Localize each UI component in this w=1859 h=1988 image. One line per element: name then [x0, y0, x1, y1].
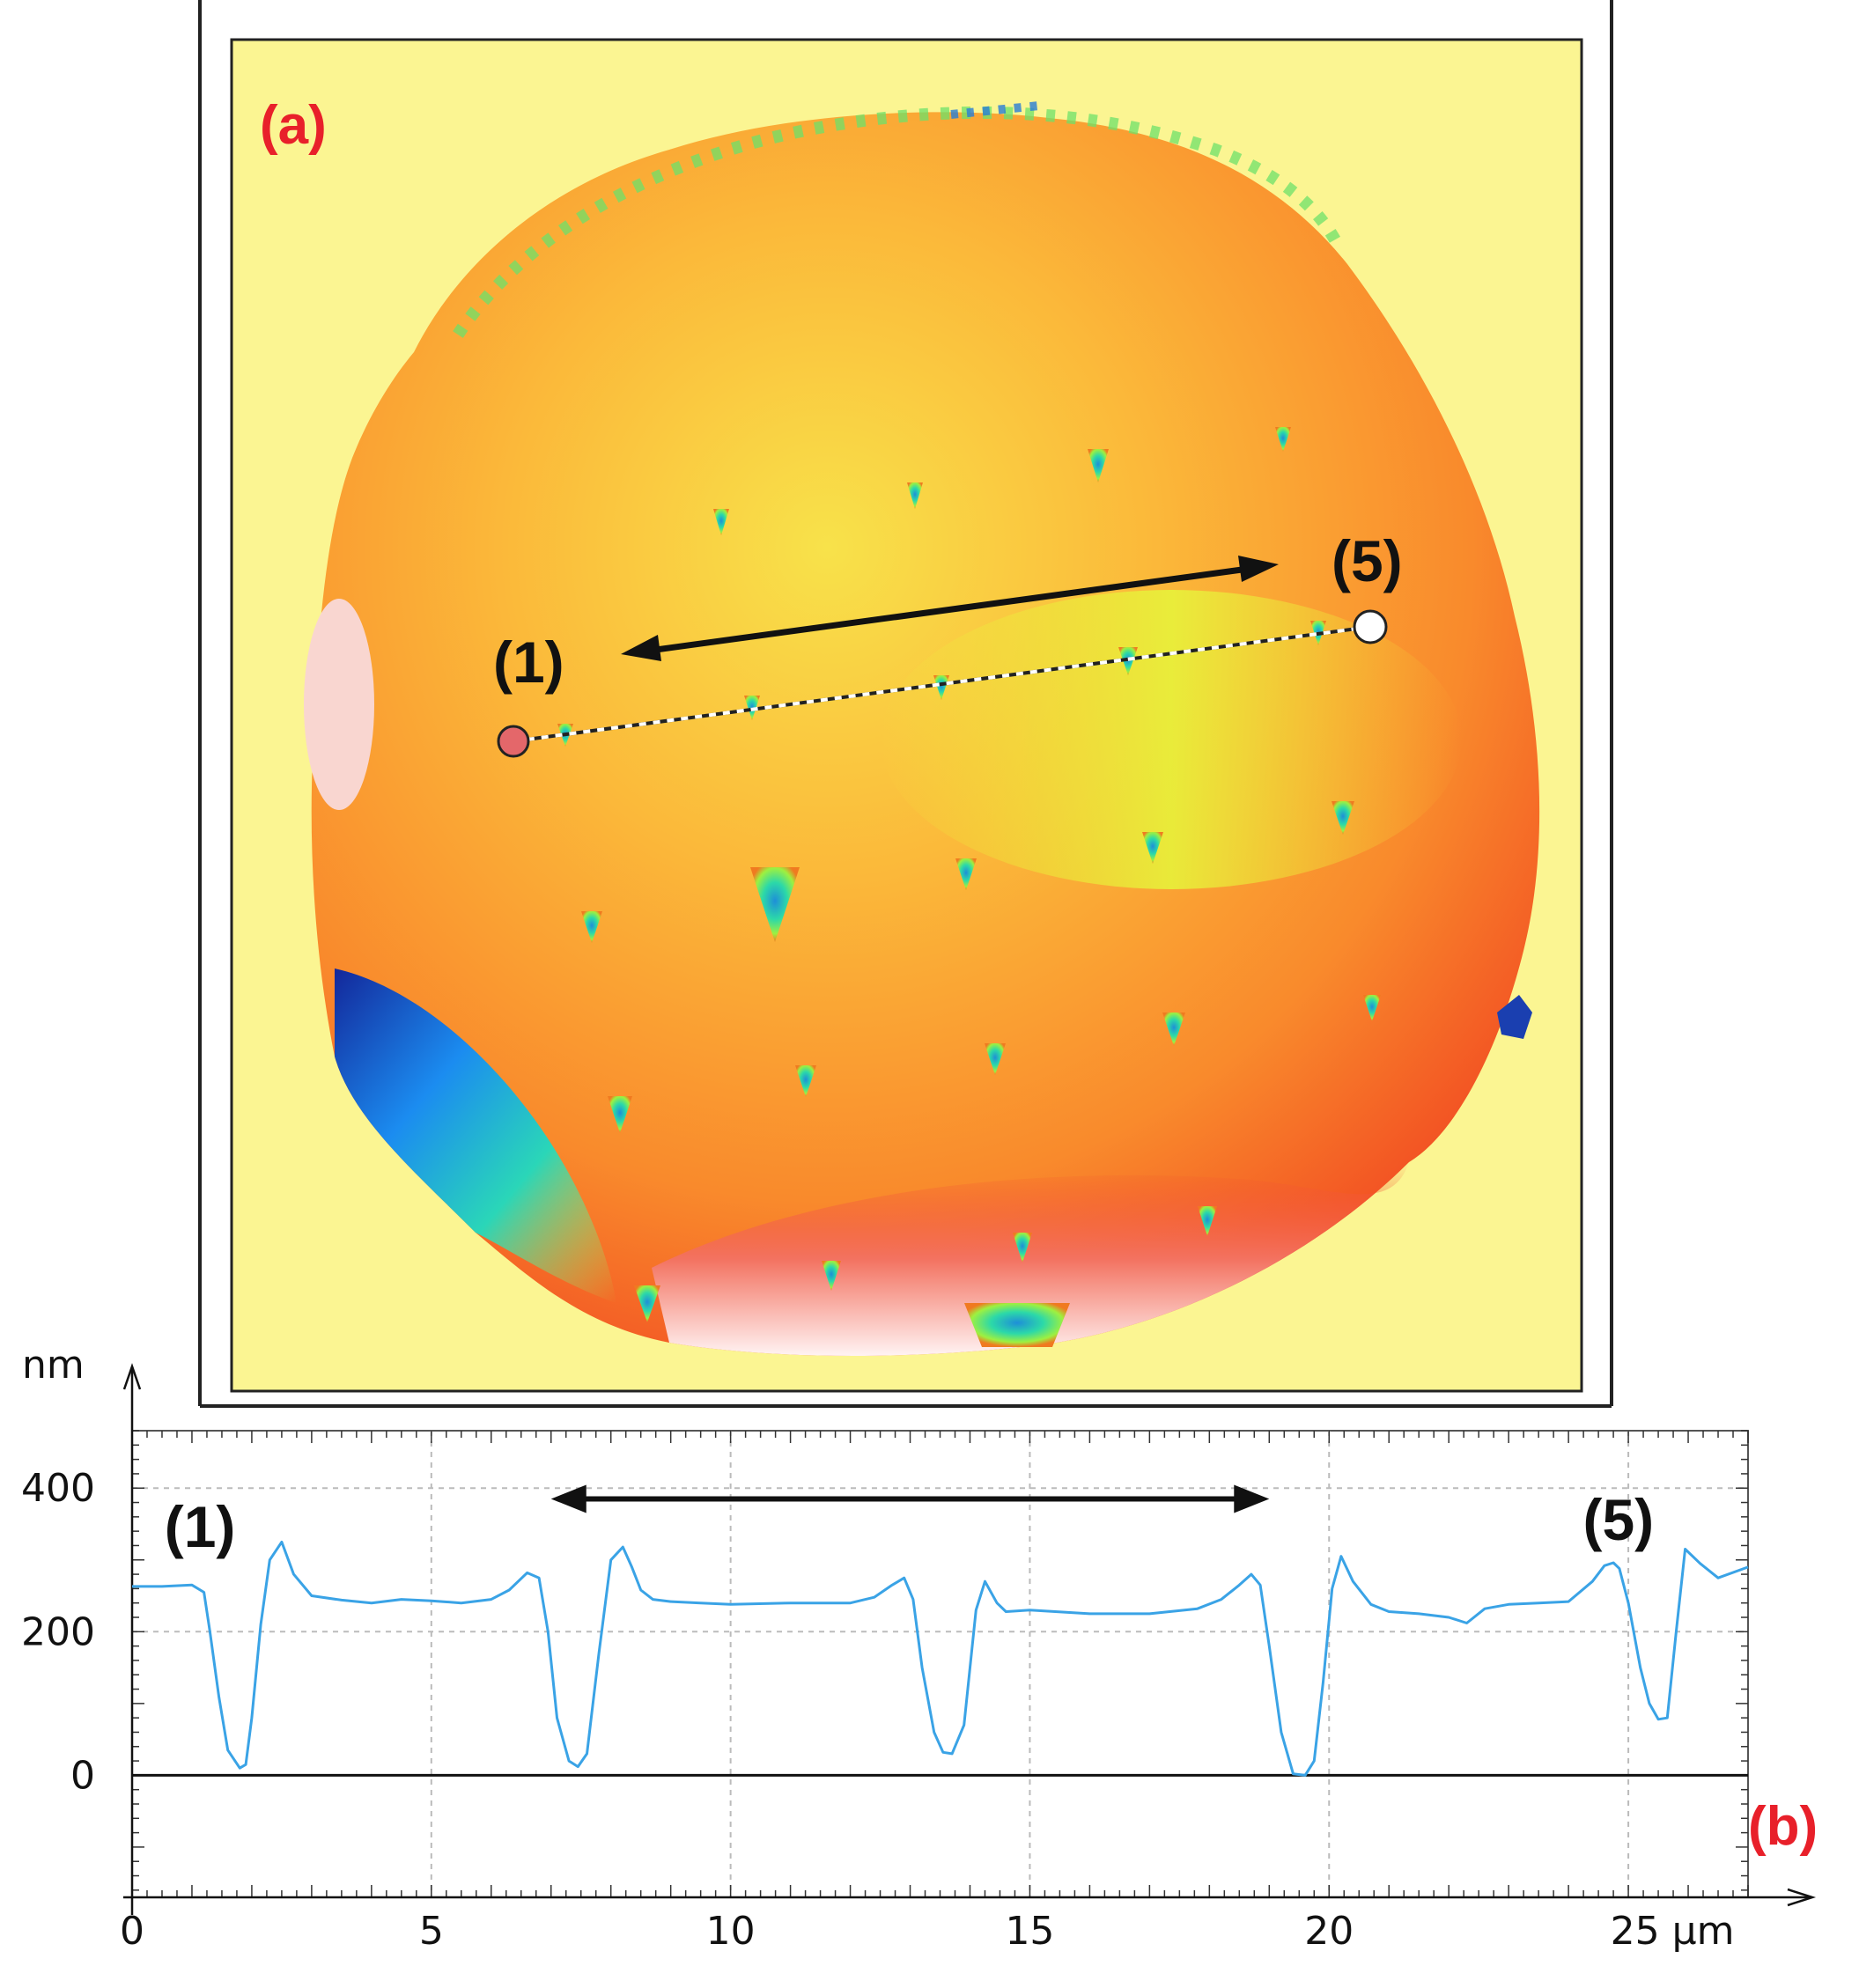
right-edge-defect	[1497, 995, 1532, 1039]
pit	[581, 911, 602, 943]
y-tick-label: 200	[21, 1609, 95, 1654]
x-tick-label: 25 µm	[1611, 1909, 1735, 1954]
x-tick-label: 5	[419, 1909, 444, 1954]
profile-annotation: (1)	[165, 1494, 236, 1559]
pit	[1142, 832, 1163, 864]
profile-line	[132, 1540, 1749, 1777]
pit	[1088, 449, 1109, 482]
height-map-panel: (a) (1) (5)	[198, 0, 1613, 1408]
marker-start-label: (1)	[493, 630, 564, 695]
x-tick-label: 20	[1304, 1909, 1354, 1954]
arrow-head-right	[1234, 1484, 1270, 1513]
pit	[933, 675, 949, 700]
left-edge-highlight	[304, 599, 374, 810]
indentation-pits	[557, 427, 1381, 1347]
pit	[907, 482, 923, 509]
scan-line-dash	[513, 625, 1371, 743]
pit	[750, 867, 800, 942]
plot-area	[131, 1430, 1749, 1898]
end-marker[interactable]	[1353, 609, 1388, 644]
y-tick-label: 400	[21, 1466, 95, 1511]
bottom-high-region	[652, 1162, 1409, 1356]
low-corner-region	[335, 968, 616, 1303]
panel-b-label: (b)	[1748, 1796, 1818, 1857]
flat-yellow-zone	[881, 590, 1462, 889]
y-axis-label: nm	[22, 1343, 85, 1388]
arrow-head-left	[550, 1484, 586, 1513]
start-marker[interactable]	[497, 725, 530, 758]
x-tick-label: 15	[1005, 1909, 1054, 1954]
pit	[1332, 801, 1354, 835]
pit	[1198, 1206, 1217, 1236]
pit	[713, 509, 729, 535]
double-arrow-icon	[550, 1484, 1270, 1513]
y-axis-arrow-icon	[122, 1363, 142, 1390]
pit	[1118, 647, 1138, 675]
pit	[1162, 1012, 1185, 1046]
pit	[608, 1096, 632, 1133]
y-tick-label: 0	[70, 1753, 95, 1798]
pit	[1275, 427, 1291, 452]
panel-a-label: (a)	[260, 95, 327, 156]
profile-annotation: (5)	[1582, 1487, 1654, 1552]
x-axis-arrow-icon	[1787, 1888, 1817, 1907]
pit	[634, 1285, 660, 1322]
top-edge-speckle	[453, 106, 1345, 338]
pit	[964, 1303, 1070, 1347]
pit	[1363, 995, 1381, 1021]
x-tick-label: 10	[706, 1909, 756, 1954]
marker-end-label: (5)	[1332, 528, 1403, 593]
pit	[822, 1261, 841, 1291]
pit	[795, 1065, 816, 1097]
pit	[955, 858, 977, 890]
pit	[985, 1043, 1006, 1075]
pit	[1013, 1233, 1032, 1263]
x-tick-label: 0	[120, 1909, 144, 1954]
double-arrow-icon	[621, 556, 1279, 661]
